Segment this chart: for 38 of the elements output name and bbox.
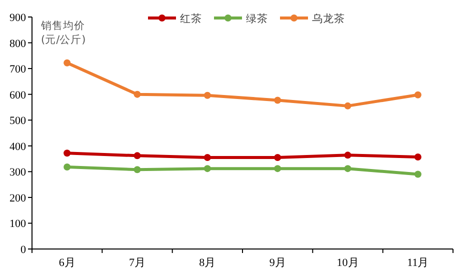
point: [344, 165, 352, 172]
y-axis-title: 销售均价 (元/公斤): [40, 20, 86, 46]
y-tick-label: 500: [10, 115, 26, 128]
legend-label: 乌龙茶: [312, 12, 345, 25]
y-tick-label: 200: [10, 192, 26, 204]
point: [64, 164, 71, 171]
x-tick-label: 6月: [58, 257, 76, 269]
point: [344, 102, 352, 110]
legend-label: 绿茶: [246, 12, 268, 25]
legend-label: 红茶: [180, 12, 202, 25]
x-tick-label: 8月: [199, 257, 216, 269]
point: [64, 59, 71, 66]
x-tick-label: 9月: [269, 257, 286, 269]
point: [204, 92, 211, 99]
point: [274, 154, 282, 161]
y-tick-label: 700: [10, 64, 26, 76]
point: [274, 96, 282, 104]
point: [414, 170, 422, 178]
y-tick-label: 0: [20, 244, 26, 256]
y-tick-label: 600: [10, 89, 26, 102]
y-tick-label: 100: [10, 218, 26, 230]
point: [134, 166, 141, 174]
x-tick-label: 10月: [336, 257, 359, 269]
point: [64, 150, 71, 157]
y-tick-label: 400: [10, 140, 26, 153]
point: [344, 152, 352, 159]
y-tick-label: 300: [10, 166, 26, 179]
point: [204, 154, 211, 161]
point: [414, 91, 422, 98]
point: [134, 90, 141, 98]
x-tick-label: 7月: [129, 257, 146, 269]
point: [414, 153, 422, 160]
point: [274, 165, 282, 172]
x-tick-label: 11月: [407, 257, 429, 269]
point: [204, 165, 211, 172]
y-tick-label: 900: [10, 12, 26, 24]
y-tick-label: 800: [10, 38, 26, 50]
point: [134, 152, 141, 160]
